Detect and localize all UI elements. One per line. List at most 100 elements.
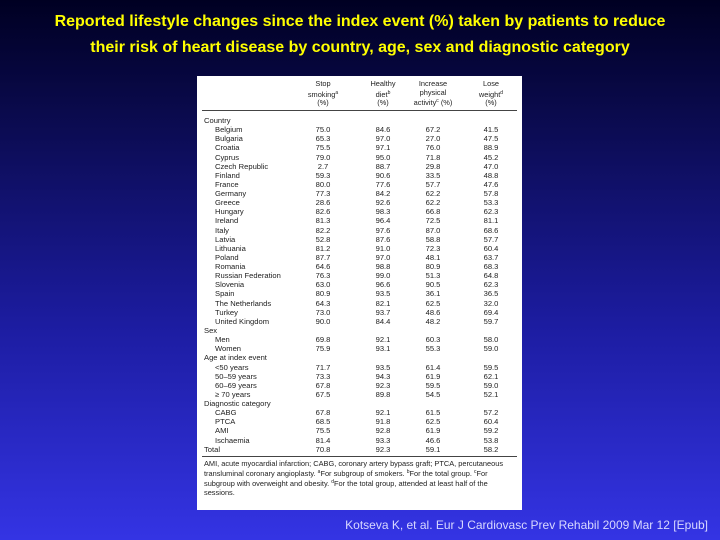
cell-value: 29.8 xyxy=(425,161,441,171)
cell-value: 98.8 xyxy=(375,262,391,272)
header-line: Healthy xyxy=(357,79,409,89)
cell-value: 93.1 xyxy=(375,344,391,354)
row-label: Croatia xyxy=(215,143,240,153)
cell-value: 76.3 xyxy=(315,271,331,281)
row-label: AMI xyxy=(215,426,229,436)
footnote-text: For subgroup of smokers. xyxy=(320,469,407,478)
row-label: Slovenia xyxy=(215,280,245,290)
header-text: smoking xyxy=(307,89,336,99)
cell-value: 66.8 xyxy=(425,207,441,217)
row-label: Turkey xyxy=(215,307,238,317)
cell-value: 82.2 xyxy=(315,225,331,235)
cell-value: 63.0 xyxy=(315,280,331,290)
footnote-marker: d xyxy=(500,89,504,96)
cell-value: 60.3 xyxy=(425,335,441,345)
cell-value: 45.2 xyxy=(483,152,499,162)
cell-value: 67.5 xyxy=(315,389,331,399)
cell-value: 47.0 xyxy=(483,161,499,171)
cell-value: 32.0 xyxy=(483,298,499,308)
cell-value: 97.6 xyxy=(375,225,391,235)
cell-value: 27.0 xyxy=(425,134,441,144)
row-label: France xyxy=(215,179,239,189)
cell-value: 36.5 xyxy=(483,289,499,299)
cell-value: 69.8 xyxy=(315,335,331,345)
cell-value: 93.5 xyxy=(375,289,391,299)
cell-value: 59.5 xyxy=(483,362,499,372)
footnote-marker: c xyxy=(436,98,439,104)
cell-value: 89.8 xyxy=(375,389,391,399)
cell-value: 2.7 xyxy=(317,161,329,171)
cell-value: 55.3 xyxy=(425,344,441,354)
cell-value: 82.1 xyxy=(375,298,391,308)
column-header: Stop smokinga (%) xyxy=(297,79,349,108)
cell-value: 73.3 xyxy=(315,371,331,381)
cell-value: 41.5 xyxy=(483,125,499,135)
row-label: Cyprus xyxy=(215,152,240,162)
cell-value: 61.5 xyxy=(425,408,441,418)
section-label: Country xyxy=(204,116,231,125)
cell-value: 88.7 xyxy=(375,161,391,171)
cell-value: 87.7 xyxy=(315,252,331,262)
cell-value: 94.3 xyxy=(375,371,391,381)
header-unit: (%) xyxy=(440,98,453,107)
cell-value: 69.4 xyxy=(483,307,499,317)
cell-value: 67.2 xyxy=(425,125,441,135)
cell-value: 97.0 xyxy=(375,134,391,144)
cell-value: 68.3 xyxy=(483,262,499,272)
cell-value: 57.7 xyxy=(483,234,499,244)
footnote: AMI, acute myocardial infarction; CABG, … xyxy=(204,459,516,498)
header-text: activity xyxy=(413,98,437,107)
cell-value: 71.7 xyxy=(315,362,331,372)
cell-value: 47.5 xyxy=(483,134,499,144)
row-label: Germany xyxy=(215,189,247,199)
cell-value: 92.1 xyxy=(375,335,391,345)
column-header: Lose weightd (%) xyxy=(465,79,517,108)
cell-value: 68.6 xyxy=(483,225,499,235)
cell-value: 82.6 xyxy=(315,207,331,217)
cell-value: 52.1 xyxy=(483,389,499,399)
header-text: Stop xyxy=(315,79,331,88)
cell-value: 87.0 xyxy=(425,225,441,235)
cell-value: 98.3 xyxy=(375,207,391,217)
footnote-marker: a xyxy=(317,469,321,475)
cell-value: 68.5 xyxy=(315,417,331,427)
cell-value: 87.6 xyxy=(375,234,391,244)
section-label: Age at index event xyxy=(204,353,267,363)
cell-value: 77.3 xyxy=(315,189,331,199)
cell-value: 81.2 xyxy=(315,243,331,253)
cell-value: 59.0 xyxy=(483,380,499,390)
cell-value: 72.3 xyxy=(425,243,441,253)
cell-value: 59.7 xyxy=(483,316,499,326)
table-image: Stop smokinga (%) Healthy dietb (%) Increase ph… xyxy=(197,76,522,510)
header-text: Lose xyxy=(482,79,500,88)
cell-value: 92.1 xyxy=(375,408,391,418)
column-header: Healthy dietb (%) xyxy=(357,79,409,108)
header-text: physical xyxy=(419,87,447,97)
cell-value: 61.9 xyxy=(425,371,441,381)
cell-value: 90.0 xyxy=(315,316,331,326)
cell-value: 53.8 xyxy=(483,435,499,445)
row-label: Belgium xyxy=(215,125,243,135)
cell-value: 96.6 xyxy=(375,280,391,290)
cell-value: 60.4 xyxy=(483,243,499,253)
cell-value: 80.9 xyxy=(315,289,331,299)
footnote-text: For subgroup with overweight and obesity… xyxy=(204,469,488,489)
header-unit: (%) xyxy=(377,98,389,107)
row-label: Czech Republic xyxy=(215,161,269,171)
row-label: <50 years xyxy=(215,362,249,372)
cell-value: 93.7 xyxy=(375,307,391,317)
cell-value: 81.4 xyxy=(315,435,331,445)
cell-value: 92.6 xyxy=(375,198,391,208)
cell-value: 63.7 xyxy=(483,252,499,262)
cell-value: 67.8 xyxy=(315,380,331,390)
row-label: Spain xyxy=(215,289,235,299)
header-line: Stop xyxy=(297,79,349,89)
cell-value: 57.7 xyxy=(425,179,441,189)
row-label: Romania xyxy=(215,262,246,272)
cell-value: 84.6 xyxy=(375,125,391,135)
cell-value: 75.5 xyxy=(315,426,331,436)
row-label: Women xyxy=(215,344,242,354)
footnote-marker: a xyxy=(335,89,339,96)
cell-value: 57.8 xyxy=(483,189,499,199)
